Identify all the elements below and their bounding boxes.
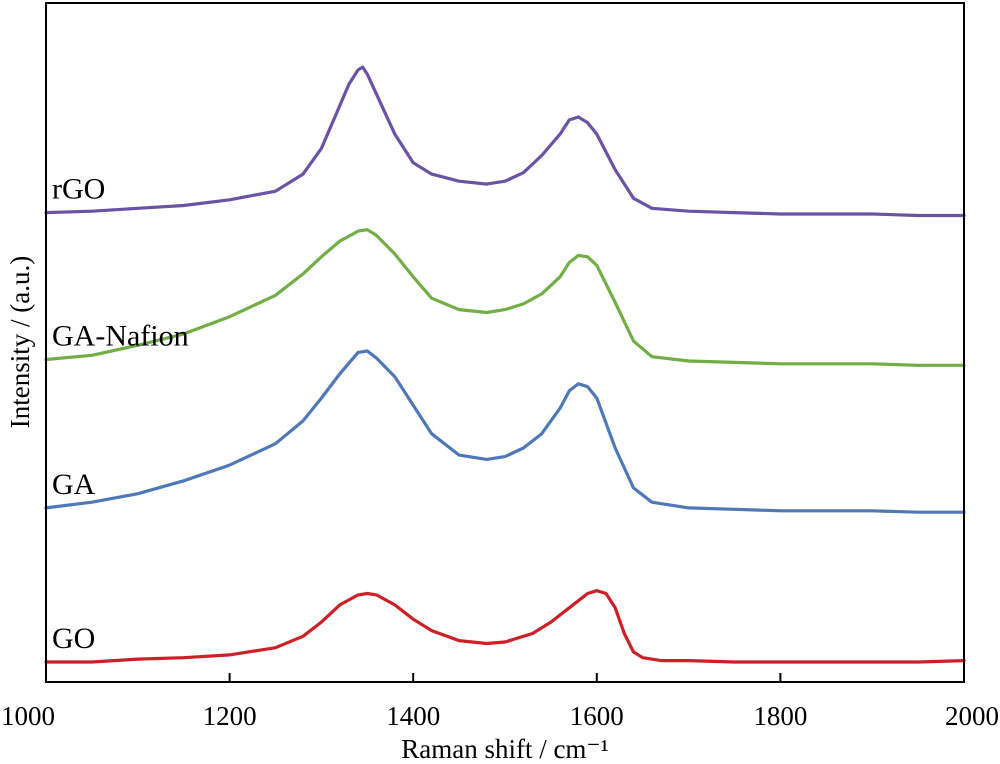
x-tick-label: 1200 [203,701,257,731]
x-tick-layer: 1000 1200 1400 1600 1800 2000 [1,673,999,731]
series-line-rgo [44,65,966,218]
series-layer [44,65,966,664]
series-label-ga-nafion: GA-Nafion [52,320,189,353]
series-line-go [44,589,966,664]
series-label-rgo: rGO [52,173,105,206]
x-tick-label: 1800 [753,701,807,731]
plot-frame [45,2,965,683]
series-label-layer: GO GA GA-Nafion rGO [52,173,189,655]
series-label-ga: GA [52,468,96,501]
y-axis-title: Intensity / (a.u.) [5,256,35,428]
series-line-ga-nafion [44,228,966,367]
x-tick-label: 1400 [386,701,440,731]
series-line-ga [44,349,966,514]
x-axis-title: Raman shift / cm⁻¹ [401,734,609,764]
x-tick-label: 1000 [1,701,55,731]
series-label-go: GO [52,622,95,655]
x-tick-label: 1600 [570,701,624,731]
x-tick-label: 2000 [945,701,999,731]
